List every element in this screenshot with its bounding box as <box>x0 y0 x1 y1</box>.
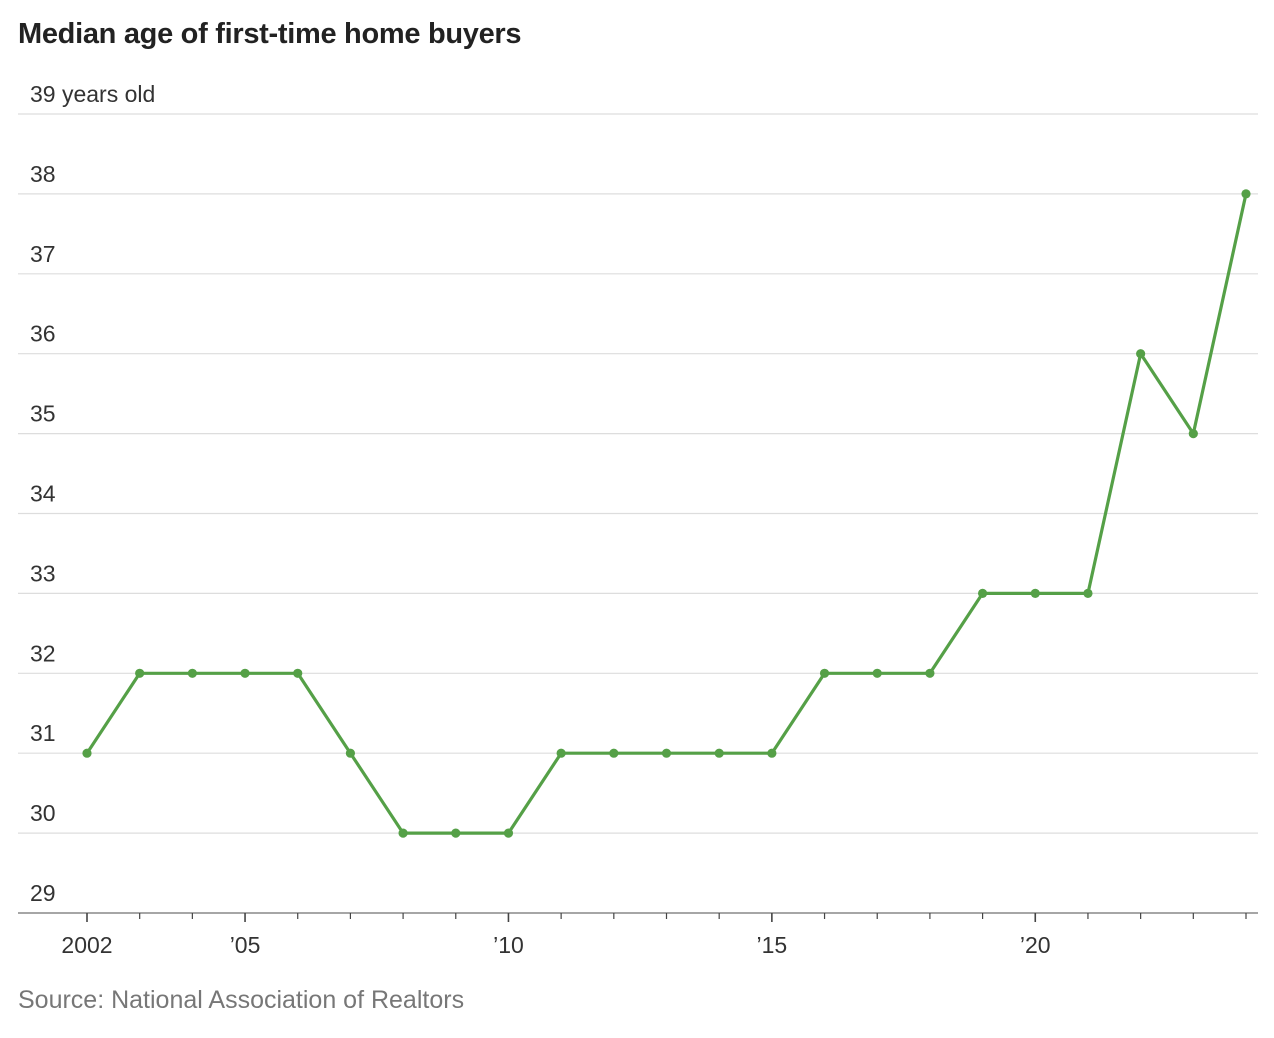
y-tick-label: 35 <box>30 401 56 427</box>
y-tick-label: 31 <box>30 720 56 746</box>
data-point-2014 <box>714 748 724 758</box>
data-point-2008 <box>398 828 408 838</box>
y-tick-label: 34 <box>30 481 56 507</box>
x-tick-label: ’15 <box>757 932 788 958</box>
x-tick-label: ’05 <box>230 932 261 958</box>
y-tick-label: 38 <box>30 161 56 187</box>
data-point-2007 <box>345 748 356 758</box>
data-point-2018 <box>925 668 935 678</box>
data-point-2005 <box>240 668 250 678</box>
data-point-2022 <box>1136 349 1146 359</box>
y-tick-label: 37 <box>30 241 56 267</box>
data-point-2024 <box>1241 189 1251 199</box>
data-point-2017 <box>872 668 882 678</box>
data-point-2015 <box>767 748 777 758</box>
y-tick-label: 32 <box>30 640 56 666</box>
y-axis-ticks: 29 30 31 32 33 34 35 36 37 38 39 years old <box>30 81 155 906</box>
x-tick-label: ’10 <box>493 932 524 958</box>
y-tick-label: 33 <box>30 560 56 586</box>
x-tick-label: ’20 <box>1020 932 1051 958</box>
data-point-2023 <box>1188 429 1198 439</box>
x-axis <box>18 912 1258 922</box>
data-point-2012 <box>609 748 619 758</box>
data-point-2011 <box>556 748 566 758</box>
data-points <box>82 189 1251 838</box>
data-point-2002 <box>82 748 92 758</box>
data-point-2021 <box>1083 588 1093 599</box>
data-point-2013 <box>661 748 672 758</box>
y-tick-label: 36 <box>30 321 56 347</box>
data-point-2006 <box>293 668 303 678</box>
y-tick-label: 39 years old <box>30 81 155 107</box>
data-point-2020 <box>1030 588 1040 599</box>
data-point-2016 <box>819 668 830 678</box>
data-point-2003 <box>135 668 145 678</box>
data-point-2004 <box>187 668 197 678</box>
data-point-2010 <box>503 828 514 838</box>
x-axis-ticks: 2002 ’05 ’10 ’15 ’20 <box>61 932 1050 958</box>
y-tick-label: 29 <box>30 880 56 906</box>
chart-title: Median age of first-time home buyers <box>18 18 522 50</box>
x-tick-label: 2002 <box>61 932 112 958</box>
y-tick-label: 30 <box>30 800 56 826</box>
data-point-2019 <box>977 588 988 599</box>
source-note: Source: National Association of Realtors <box>18 986 465 1014</box>
data-point-2009 <box>451 828 461 838</box>
gridlines <box>18 113 1258 834</box>
